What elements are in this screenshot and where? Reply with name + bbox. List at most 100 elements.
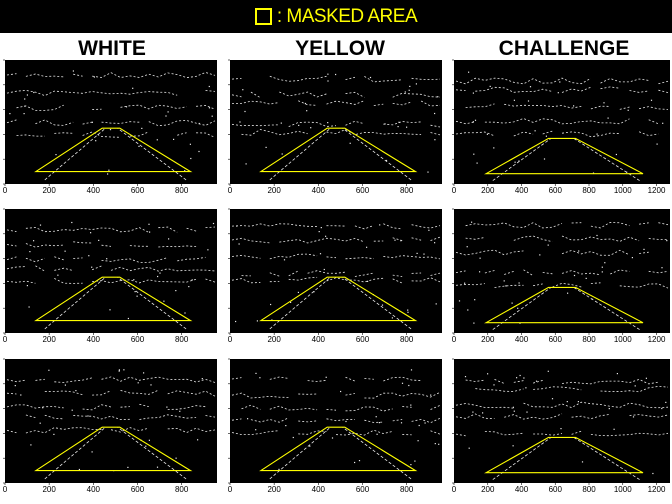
edge-line [6, 226, 216, 233]
edge-speckle [665, 401, 667, 403]
edge-line [455, 401, 669, 409]
edge-speckle [87, 415, 89, 417]
edge-speckle [265, 146, 267, 148]
x-tick-label: 1200 [648, 335, 666, 344]
edge-speckle [39, 422, 41, 424]
edge-speckle [78, 468, 80, 471]
edge-speckle [512, 445, 514, 447]
edge-speckle [235, 320, 237, 323]
edge-speckle [505, 285, 507, 287]
edge-speckle [190, 157, 192, 160]
edge-speckle [55, 154, 57, 156]
edge-speckle [318, 231, 320, 233]
edge-speckle [159, 272, 161, 274]
x-tick-label: 0 [452, 186, 457, 195]
edge-speckle [150, 384, 152, 386]
edge-speckle [255, 372, 257, 374]
edge-line [465, 235, 668, 243]
edge-speckle [543, 158, 546, 160]
x-tick-label: 600 [131, 485, 145, 494]
edge-speckle [145, 445, 147, 447]
edge-speckle [627, 109, 629, 111]
edge-line [455, 430, 669, 437]
edge-panel: 0 200 400 600 800 [228, 59, 442, 195]
edge-speckle [9, 113, 11, 115]
edge-speckle [91, 451, 93, 453]
mask-polygon [34, 127, 193, 173]
edge-speckle [661, 407, 663, 410]
edge-speckle [476, 162, 478, 164]
square-outline-icon [254, 8, 272, 25]
edge-speckle [323, 268, 325, 271]
lane-edge [117, 127, 187, 181]
edge-line [241, 128, 441, 136]
edge-speckle [518, 160, 520, 162]
x-tick-label: 400 [87, 186, 101, 195]
edge-speckle [255, 429, 257, 431]
x-tick-label: 600 [356, 485, 370, 494]
x-tick-label: 1000 [614, 485, 632, 494]
legend-text: : MASKED AREA [276, 5, 418, 27]
edge-speckle [661, 267, 663, 269]
lane-edge [342, 276, 412, 330]
lane-edge [44, 127, 106, 181]
edge-speckle [573, 274, 576, 277]
edge-speckle [278, 468, 280, 470]
edge-speckle [75, 390, 77, 392]
edge-speckle [335, 73, 337, 76]
edge-speckle [242, 89, 244, 91]
edge-speckle [175, 457, 177, 459]
edge-speckle [472, 121, 474, 123]
edge-speckle [340, 390, 342, 393]
edge-speckle [91, 266, 93, 268]
edge-speckle [613, 428, 615, 430]
edge-image [230, 209, 442, 333]
edge-speckle [156, 466, 159, 468]
x-tick-label: 800 [175, 485, 189, 494]
edge-speckle [559, 81, 561, 83]
edge-speckle [513, 99, 515, 101]
legend: : MASKED AREA [0, 0, 672, 33]
edge-speckle [57, 274, 59, 276]
edge-speckle [132, 87, 134, 89]
edge-speckle [244, 110, 246, 113]
edge-speckle [281, 153, 283, 155]
edge-speckle [379, 224, 381, 226]
lane-edge [44, 276, 106, 330]
edge-line [231, 253, 441, 260]
edge-speckle [400, 422, 403, 424]
x-tick-label: 400 [312, 485, 326, 494]
edge-speckle [118, 370, 120, 372]
edge-speckle [407, 311, 409, 313]
lane-edge [573, 287, 640, 330]
edge-speckle [408, 89, 410, 91]
column-heading-white: WHITE [78, 37, 146, 60]
x-tick-label: 200 [42, 335, 56, 344]
x-tick-label: 200 [481, 485, 495, 494]
edge-line [231, 120, 441, 128]
mask-polygon [34, 426, 193, 472]
edge-speckle [285, 425, 287, 427]
edge-line [6, 89, 216, 97]
edge-line [6, 265, 216, 272]
edge-speckle [428, 229, 430, 231]
edge-speckle [245, 163, 247, 165]
edge-image [230, 60, 442, 184]
edge-speckle [592, 172, 595, 174]
edge-speckle [72, 70, 74, 72]
x-tick-label: 200 [267, 335, 281, 344]
edge-speckle [632, 416, 635, 418]
mask-polygon [484, 137, 644, 175]
edge-line [6, 119, 216, 127]
edge-speckle [482, 412, 484, 414]
edge-speckle [166, 406, 168, 408]
edge-speckle [189, 143, 191, 145]
edge-speckle [604, 262, 606, 264]
lane-edge [342, 426, 412, 480]
edge-line [241, 404, 441, 412]
edge-speckle [108, 169, 110, 171]
edge-speckle [107, 173, 109, 175]
edge-speckle [24, 98, 26, 100]
edge-speckle [198, 122, 200, 125]
edge-speckle [645, 377, 647, 379]
